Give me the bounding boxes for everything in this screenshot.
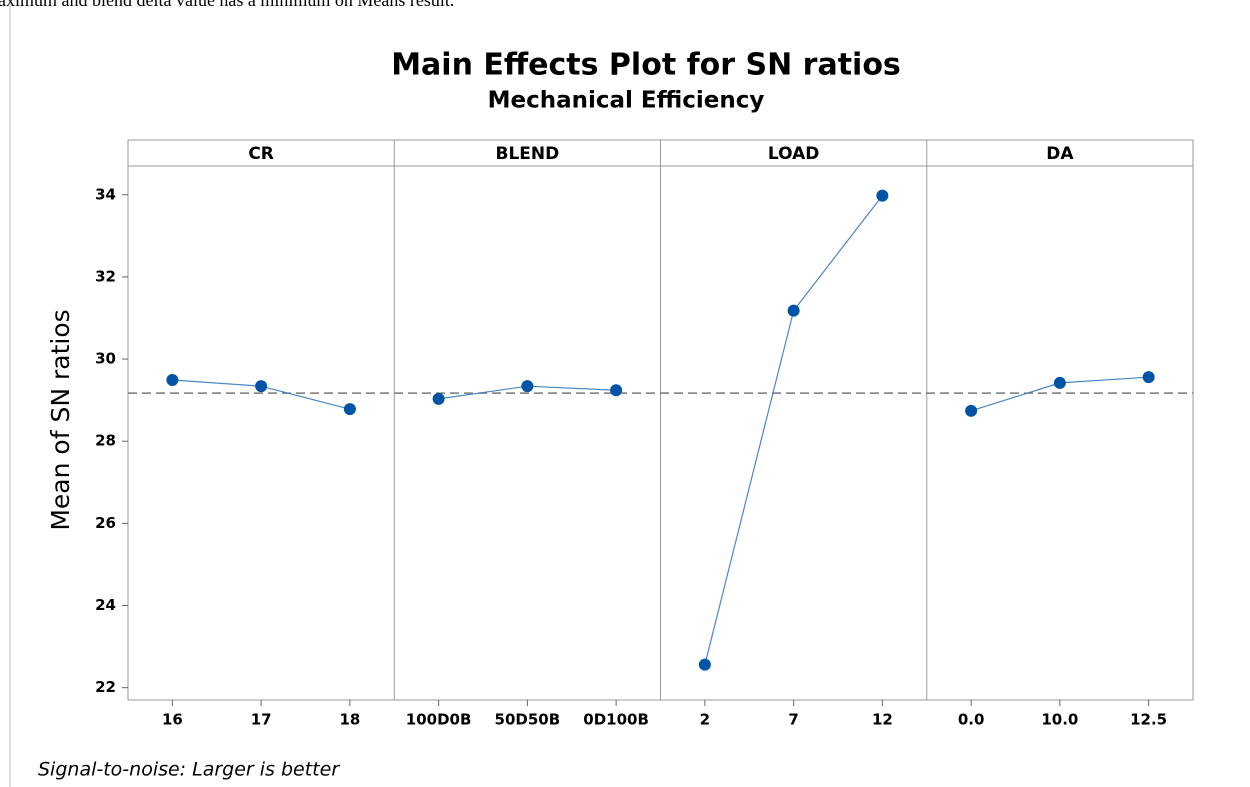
data-point xyxy=(255,380,268,393)
x-tick-label: 100D0B xyxy=(406,711,472,729)
x-tick-label: 0.0 xyxy=(958,711,985,729)
panel-title: CR xyxy=(248,144,274,164)
x-tick-label: 10.0 xyxy=(1041,711,1078,729)
data-point xyxy=(432,392,445,405)
y-tick-label: 28 xyxy=(95,432,116,450)
y-axis-label: Mean of SN ratios xyxy=(46,309,75,530)
panel-title: BLEND xyxy=(496,144,560,164)
data-point xyxy=(876,189,889,202)
x-tick-label: 2 xyxy=(700,711,710,729)
x-tick-label: 18 xyxy=(339,711,360,729)
y-tick-label: 34 xyxy=(95,185,116,203)
panel-title: LOAD xyxy=(768,144,820,164)
panel-title: DA xyxy=(1046,144,1074,164)
data-point xyxy=(610,384,623,397)
data-point xyxy=(787,304,800,317)
x-tick-label: 16 xyxy=(162,711,183,729)
x-tick-label: 12 xyxy=(872,711,893,729)
y-tick-label: 24 xyxy=(95,596,116,614)
y-tick-label: 30 xyxy=(95,350,116,368)
data-point xyxy=(521,380,534,393)
context-text: aximum and blend delta value has a minim… xyxy=(0,0,454,10)
data-point xyxy=(1053,376,1066,389)
chart-title: Main Effects Plot for SN ratios xyxy=(391,48,901,83)
x-tick-label: 12.5 xyxy=(1130,711,1167,729)
data-point xyxy=(698,658,711,671)
footnote: Signal-to-noise: Larger is better xyxy=(38,759,340,781)
data-point xyxy=(343,403,356,416)
data-point xyxy=(965,404,978,417)
data-point xyxy=(166,374,179,387)
x-tick-label: 0D100B xyxy=(583,711,649,729)
data-point xyxy=(1142,371,1155,384)
y-tick-label: 32 xyxy=(95,267,116,285)
x-tick-label: 50D50B xyxy=(495,711,561,729)
chart-subtitle: Mechanical Efficiency xyxy=(488,88,765,114)
x-tick-label: 7 xyxy=(788,711,798,729)
x-tick-label: 17 xyxy=(251,711,272,729)
y-tick-label: 22 xyxy=(95,678,116,696)
y-tick-label: 26 xyxy=(95,514,116,532)
